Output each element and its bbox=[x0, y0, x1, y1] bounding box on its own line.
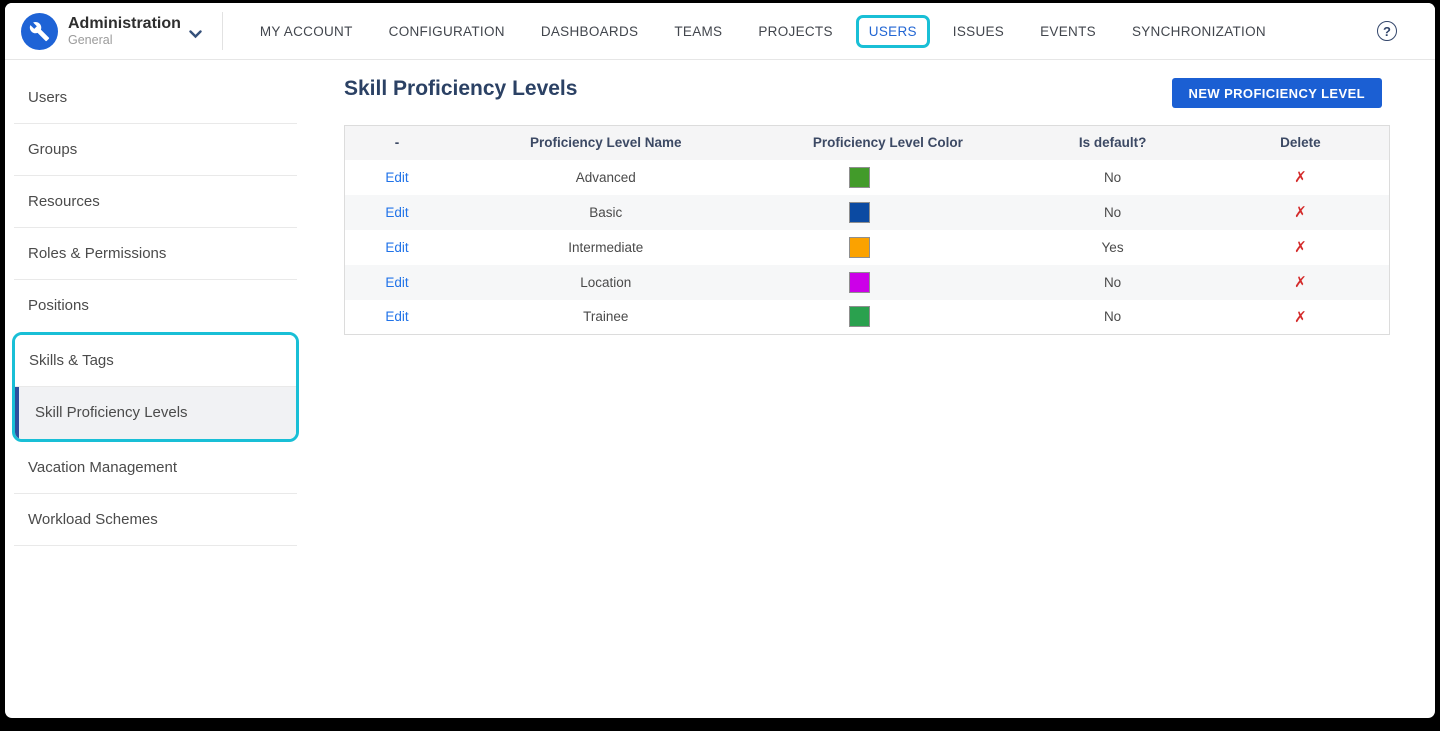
nav-users[interactable]: USERS bbox=[855, 14, 930, 48]
nav-events[interactable]: EVENTS bbox=[1040, 23, 1096, 39]
table-row: Edit Trainee No ✗ bbox=[345, 300, 1390, 335]
table-row: Edit Advanced No ✗ bbox=[345, 160, 1390, 195]
sidebar-item-resources[interactable]: Resources bbox=[14, 176, 297, 228]
color-swatch bbox=[849, 306, 871, 328]
table-row: Edit Basic No ✗ bbox=[344, 194, 1390, 230]
delete-icon[interactable]: ✗ bbox=[1294, 204, 1307, 221]
nav-synchronization[interactable]: SYNCHRONIZATION bbox=[1131, 23, 1266, 39]
level-name: Trainee bbox=[583, 309, 629, 325]
delete-icon[interactable]: ✗ bbox=[1294, 308, 1307, 326]
edit-link[interactable]: Edit bbox=[385, 169, 409, 185]
nav-teams[interactable]: TEAMS bbox=[674, 23, 723, 39]
sidebar-item-groups[interactable]: Groups bbox=[14, 124, 297, 176]
column-header-delete: Delete bbox=[1211, 125, 1390, 160]
sidebar-item-workload-schemes[interactable]: Workload Schemes bbox=[14, 494, 297, 546]
edit-link[interactable]: Edit bbox=[385, 204, 409, 220]
sidebar-item-skills-tags[interactable]: Skills & Tags bbox=[15, 335, 296, 387]
top-bar: Administration General MY ACCOUNT CONFIG… bbox=[5, 3, 1435, 60]
edit-link[interactable]: Edit bbox=[385, 309, 409, 325]
color-swatch bbox=[849, 166, 871, 188]
level-name: Intermediate bbox=[568, 239, 644, 255]
page-title: Skill Proficiency Levels bbox=[344, 77, 578, 100]
delete-icon[interactable]: ✗ bbox=[1294, 239, 1307, 256]
new-proficiency-level-button[interactable]: NEW PROFICIENCY LEVEL bbox=[1171, 78, 1382, 108]
nav-my-account[interactable]: MY ACCOUNT bbox=[259, 23, 353, 39]
nav-projects[interactable]: PROJECTS bbox=[758, 23, 833, 39]
color-swatch bbox=[849, 271, 871, 293]
header-divider bbox=[221, 12, 223, 50]
sidebar-item-users[interactable]: Users bbox=[14, 72, 297, 124]
sidebar: Users Groups Resources Roles & Permissio… bbox=[12, 60, 299, 546]
column-header-action: - bbox=[344, 125, 449, 160]
edit-link[interactable]: Edit bbox=[385, 274, 409, 290]
table-header-row: - Proficiency Level Name Proficiency Lev… bbox=[344, 125, 1390, 160]
color-swatch bbox=[849, 201, 871, 223]
main-nav: MY ACCOUNT CONFIGURATION DASHBOARDS TEAM… bbox=[247, 14, 1279, 48]
edit-link[interactable]: Edit bbox=[385, 239, 409, 255]
sidebar-item-roles-permissions[interactable]: Roles & Permissions bbox=[14, 228, 297, 280]
app-subtitle: General bbox=[68, 33, 113, 47]
wrench-icon bbox=[21, 12, 58, 50]
is-default-value: No bbox=[1013, 264, 1212, 300]
sidebar-item-skill-proficiency-levels[interactable]: Skill Proficiency Levels bbox=[15, 387, 296, 439]
app-title: Administration bbox=[68, 14, 181, 32]
nav-issues[interactable]: ISSUES bbox=[952, 23, 1005, 39]
color-swatch bbox=[849, 236, 871, 258]
delete-icon[interactable]: ✗ bbox=[1294, 169, 1307, 186]
app-switcher[interactable]: Administration General bbox=[21, 12, 202, 50]
level-name: Advanced bbox=[575, 169, 636, 185]
column-header-name: Proficiency Level Name bbox=[449, 125, 763, 160]
app-window: Administration General MY ACCOUNT CONFIG… bbox=[5, 3, 1435, 718]
sidebar-item-positions[interactable]: Positions bbox=[14, 280, 297, 332]
table-row: Edit Location No ✗ bbox=[344, 264, 1390, 300]
chevron-down-icon[interactable] bbox=[189, 26, 202, 44]
is-default-value: No bbox=[1103, 169, 1122, 185]
is-default-value: No bbox=[1013, 194, 1212, 230]
table-row: Edit Intermediate Yes ✗ bbox=[345, 230, 1390, 265]
level-name: Location bbox=[449, 264, 763, 300]
column-header-is-default: Is default? bbox=[1013, 125, 1212, 160]
is-default-value: Yes bbox=[1101, 239, 1124, 255]
help-icon[interactable]: ? bbox=[1377, 21, 1397, 41]
annotation-highlight-box: Skills & Tags Skill Proficiency Levels bbox=[12, 332, 299, 442]
is-default-value: No bbox=[1103, 309, 1122, 325]
sidebar-item-vacation-management[interactable]: Vacation Management bbox=[14, 442, 297, 494]
nav-dashboards[interactable]: DASHBOARDS bbox=[540, 23, 639, 39]
app-identity: Administration General bbox=[68, 15, 181, 48]
level-name: Basic bbox=[449, 194, 763, 230]
nav-configuration[interactable]: CONFIGURATION bbox=[388, 23, 505, 39]
proficiency-levels-table: - Proficiency Level Name Proficiency Lev… bbox=[344, 125, 1390, 335]
column-header-color: Proficiency Level Color bbox=[762, 125, 1014, 160]
delete-icon[interactable]: ✗ bbox=[1294, 274, 1307, 291]
